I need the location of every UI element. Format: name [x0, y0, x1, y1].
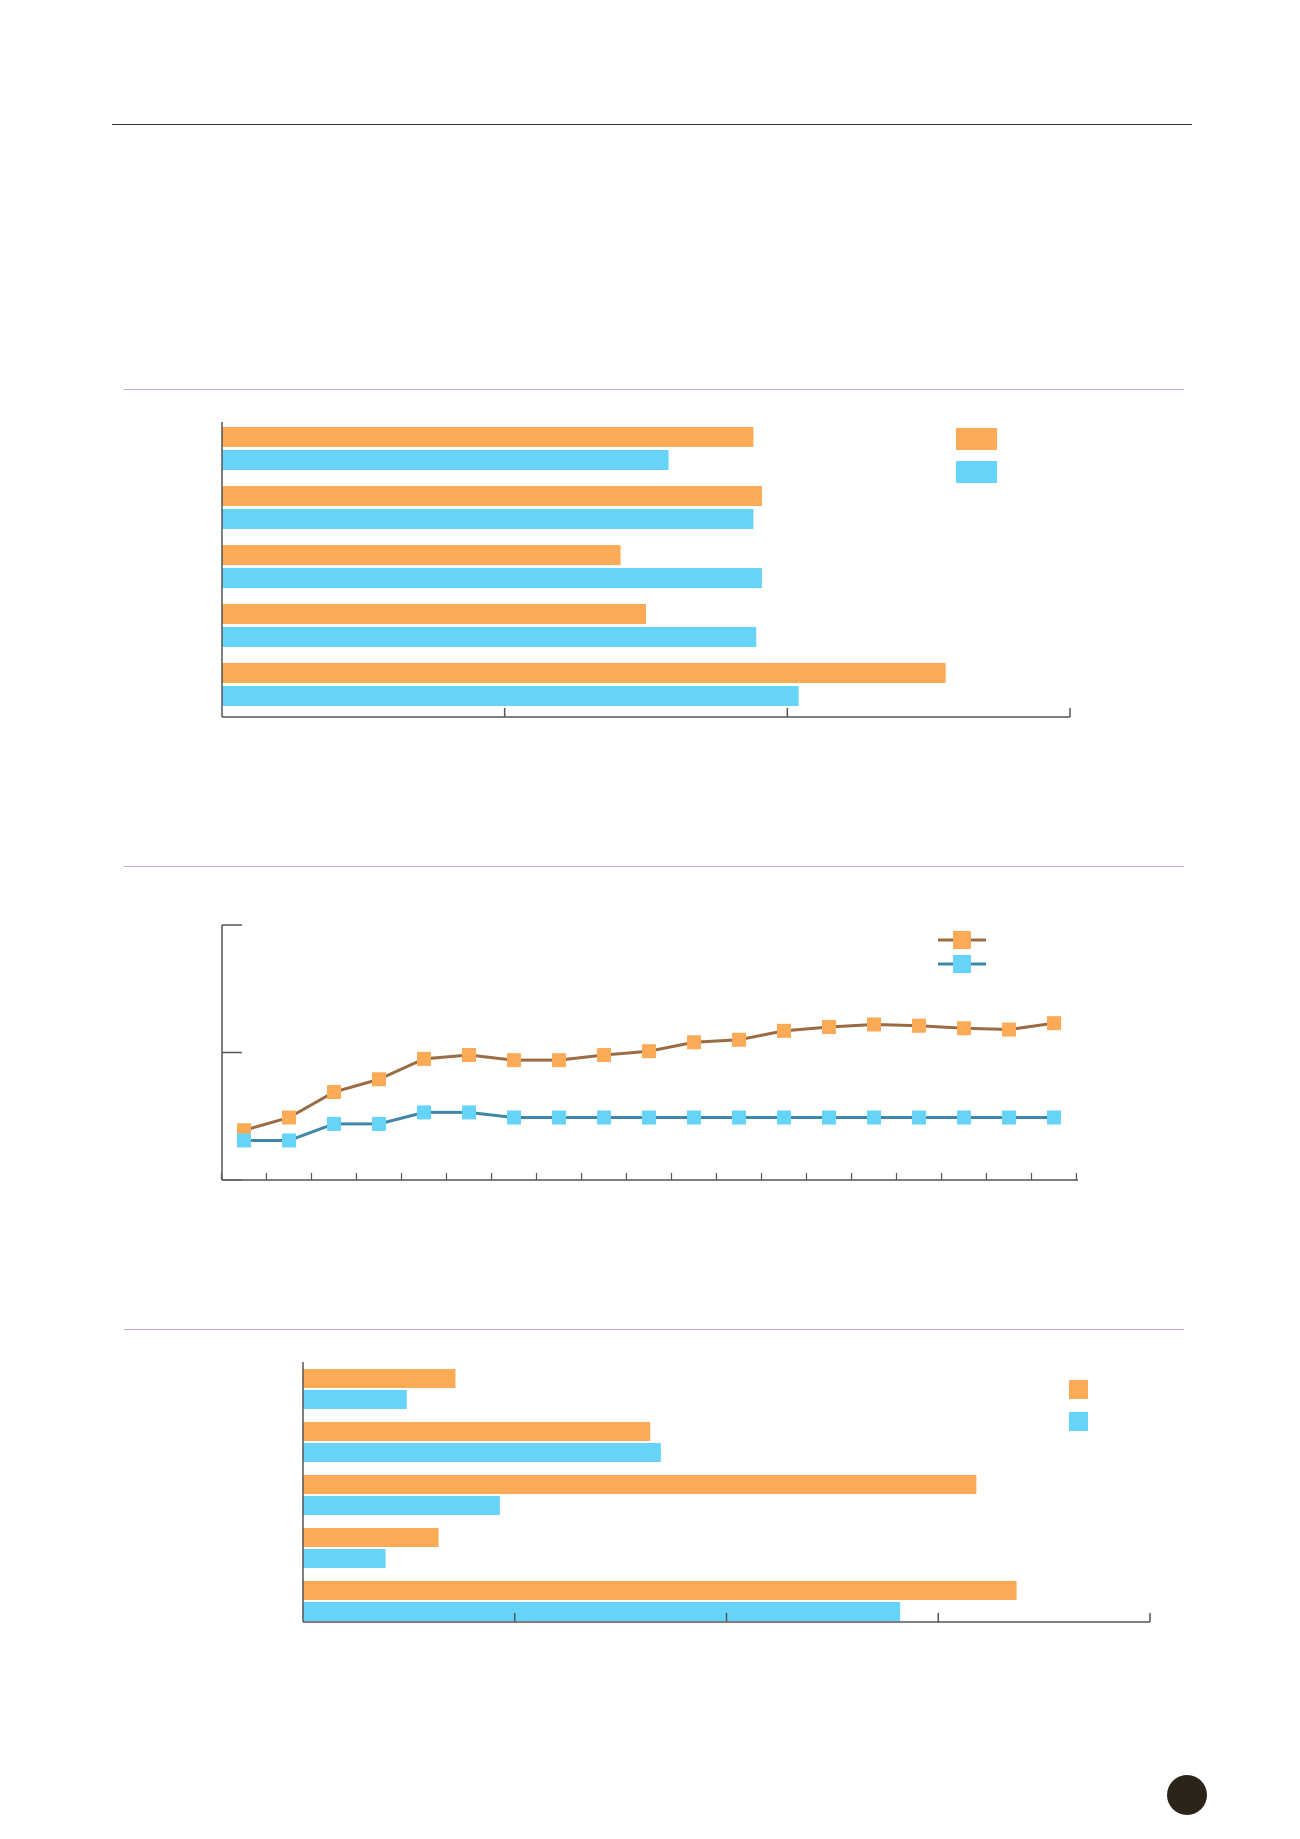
bar-series-2-item-4 [222, 627, 757, 647]
point-series-2-item-10 [642, 1110, 656, 1125]
point-series-2-item-7 [507, 1110, 521, 1125]
point-series-2-item-19 [1047, 1110, 1061, 1125]
point-series-2-item-11 [687, 1110, 701, 1125]
point-series-1-item-5 [417, 1051, 431, 1066]
point-series-2-item-3 [327, 1116, 341, 1131]
bar-series-2-item-5 [222, 686, 799, 706]
bar-series-1-item-1 [303, 1369, 456, 1388]
point-series-2-item-6 [462, 1105, 476, 1120]
bar-series-1-item-3 [303, 1475, 977, 1494]
point-series-2-item-18 [1002, 1110, 1016, 1125]
bar-series-2-item-3 [303, 1496, 500, 1515]
point-series-1-item-13 [777, 1023, 791, 1038]
point-series-1-item-14 [822, 1020, 836, 1034]
point-series-1-item-9 [597, 1048, 611, 1063]
point-series-1-item-3 [327, 1085, 341, 1100]
point-series-1-item-16 [912, 1018, 926, 1033]
legend-marker-1 [953, 931, 971, 949]
point-series-2-item-13 [777, 1110, 791, 1125]
point-series-1-item-15 [867, 1017, 881, 1032]
bar-series-1-item-4 [222, 604, 646, 624]
section-divider-3 [124, 1329, 1184, 1330]
bar-chart-2 [302, 1362, 1151, 1623]
bar-series-1-item-2 [222, 486, 762, 506]
point-series-1-item-4 [372, 1072, 386, 1087]
point-series-1-item-8 [552, 1053, 566, 1068]
line-chart [220, 924, 1078, 1181]
legend-swatch-2 [1069, 1412, 1088, 1431]
point-series-1-item-18 [1002, 1022, 1016, 1037]
point-series-1-item-11 [687, 1035, 701, 1050]
bar-series-2-item-1 [303, 1390, 407, 1409]
bar-series-2-item-2 [303, 1443, 661, 1462]
bar-series-1-item-1 [222, 427, 754, 447]
legend-marker-2 [953, 955, 971, 973]
bar-series-2-item-2 [222, 509, 754, 529]
bar-series-2-item-3 [222, 568, 762, 588]
point-series-1-item-6 [462, 1048, 476, 1063]
point-series-2-item-1 [237, 1133, 251, 1148]
point-series-2-item-4 [372, 1116, 386, 1131]
page-number-badge [1167, 1775, 1207, 1815]
legend-swatch-1 [1069, 1380, 1088, 1399]
point-series-2-item-9 [597, 1110, 611, 1125]
point-series-2-item-14 [822, 1110, 836, 1125]
bar-series-2-item-1 [222, 450, 669, 470]
top-rule [112, 124, 1192, 125]
point-series-1-item-17 [957, 1021, 971, 1036]
point-series-2-item-5 [417, 1105, 431, 1120]
point-series-2-item-8 [552, 1110, 566, 1125]
point-series-1-item-7 [507, 1053, 521, 1068]
point-series-2-item-16 [912, 1110, 926, 1125]
point-series-2-item-17 [957, 1110, 971, 1125]
bar-series-1-item-5 [303, 1581, 1017, 1600]
point-series-2-item-2 [282, 1133, 296, 1148]
bar-chart-1 [221, 422, 1071, 718]
bar-series-1-item-2 [303, 1422, 651, 1441]
section-divider-2 [124, 866, 1184, 867]
point-series-2-item-12 [732, 1110, 746, 1125]
point-series-1-item-19 [1047, 1016, 1061, 1031]
legend-swatch-1 [956, 428, 997, 450]
legend-swatch-2 [956, 461, 997, 483]
section-divider-1 [124, 389, 1184, 390]
bar-series-2-item-5 [303, 1602, 901, 1621]
bar-series-2-item-4 [303, 1549, 386, 1568]
point-series-2-item-15 [867, 1110, 881, 1125]
point-series-1-item-12 [732, 1032, 746, 1047]
bar-series-1-item-3 [222, 545, 621, 565]
bar-series-1-item-5 [222, 663, 946, 683]
point-series-1-item-10 [642, 1044, 656, 1059]
bar-series-1-item-4 [303, 1528, 439, 1547]
point-series-1-item-2 [282, 1110, 296, 1125]
